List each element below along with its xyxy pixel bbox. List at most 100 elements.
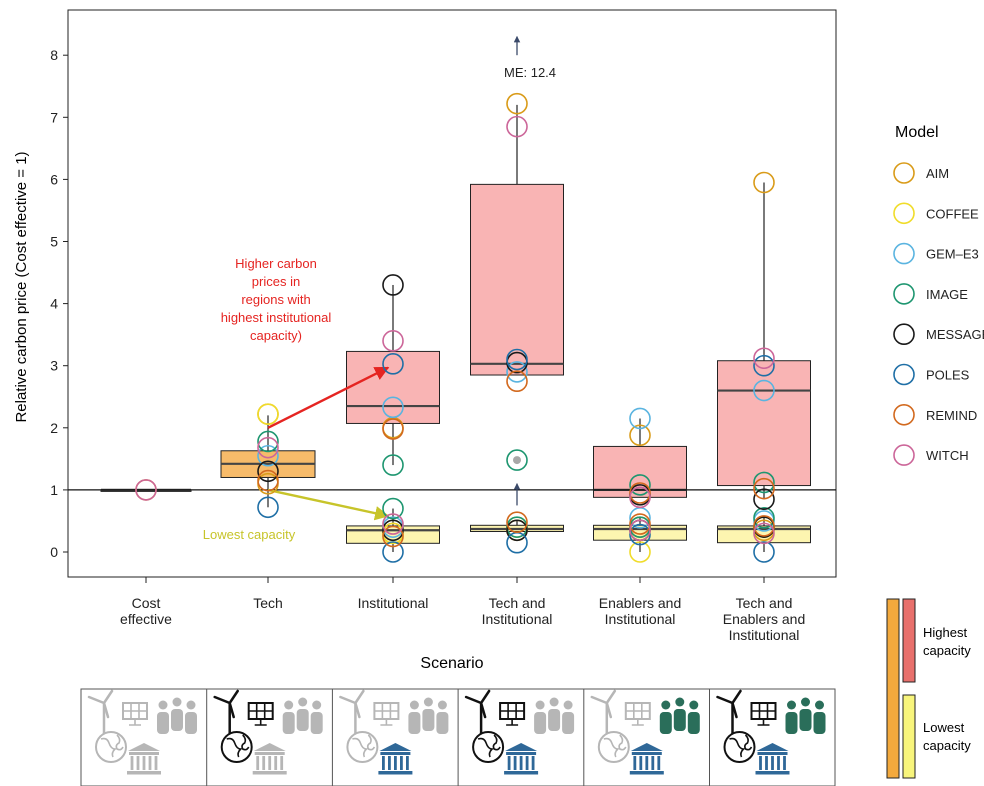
- column: [268, 756, 272, 770]
- legend-title: Model: [895, 124, 939, 141]
- model-point: [629, 474, 651, 496]
- panel-grid: [374, 703, 399, 726]
- model-point: [753, 379, 775, 402]
- wind-turbine-icon: [464, 689, 491, 735]
- annotation-line: highest institutional: [221, 310, 332, 325]
- model-point: [753, 488, 775, 511]
- y-tick-label: 0: [50, 544, 58, 560]
- model-point: [629, 513, 651, 535]
- column: [639, 756, 643, 770]
- model-point: [753, 477, 775, 500]
- x-tick-label: Institutional: [358, 595, 429, 611]
- legend-label: COFFEE: [926, 206, 979, 221]
- roof: [253, 743, 286, 751]
- person-head: [172, 697, 182, 707]
- column: [771, 756, 774, 770]
- scenario-icon-group: [590, 689, 700, 775]
- model-point: [753, 522, 775, 545]
- model-point: [629, 486, 651, 509]
- scenario-icon-group: [716, 689, 826, 775]
- model-point: [382, 418, 404, 440]
- capacity-highest-bar: [902, 598, 916, 683]
- y-tick-label: 8: [50, 47, 58, 63]
- person-head: [661, 700, 671, 710]
- scenario-icon-strip: [80, 688, 836, 786]
- column: [262, 756, 266, 770]
- legend-label: POLES: [926, 368, 970, 383]
- column: [513, 756, 517, 770]
- person-head: [158, 700, 168, 710]
- model-point: [753, 541, 775, 563]
- model-point: [753, 347, 775, 370]
- base: [378, 771, 413, 775]
- globe-continents: [100, 734, 124, 758]
- globe-continents: [477, 734, 501, 758]
- y-tick-label: 5: [50, 234, 58, 250]
- y-tick-label: 2: [50, 420, 58, 436]
- model-point: [506, 115, 528, 138]
- annotation-line: Higher carbon: [235, 256, 317, 271]
- model-point: [382, 513, 404, 535]
- model-point: [382, 525, 404, 548]
- column: [154, 756, 158, 770]
- y-tick-label: 3: [50, 358, 58, 374]
- x-axis-label: Scenario: [420, 655, 483, 672]
- annotation-me: ME: 12.4: [504, 65, 556, 80]
- base: [504, 771, 539, 775]
- column: [142, 756, 146, 770]
- model-point: [506, 511, 528, 533]
- turbine-blades: [87, 689, 114, 719]
- wind-turbine-icon: [590, 689, 617, 735]
- scenario-icon-group: [87, 689, 197, 775]
- annotation-line: capacity): [250, 328, 302, 343]
- x-tick-label: Tech and: [489, 595, 546, 611]
- architrave: [506, 752, 537, 755]
- capacity-highest-label: capacity: [923, 643, 971, 658]
- model-point: [257, 403, 279, 425]
- globe-icon: [346, 731, 379, 763]
- x-tick-label: effective: [120, 611, 172, 627]
- model-point: [382, 519, 404, 542]
- architrave: [757, 752, 788, 755]
- person-body: [282, 712, 295, 734]
- capacity-outer-bar: [886, 598, 900, 779]
- person-head: [787, 700, 796, 710]
- person-body: [408, 712, 421, 734]
- plot-frame: [67, 9, 837, 578]
- institution-icon: [252, 743, 287, 775]
- model-point: [257, 444, 279, 467]
- panel-grid: [500, 703, 525, 726]
- people-icon: [408, 697, 449, 734]
- person-head: [298, 697, 308, 707]
- column: [633, 756, 637, 770]
- model-point: [629, 519, 651, 542]
- institution-icon: [504, 743, 539, 775]
- legend-marker: [893, 363, 915, 386]
- y-tick-label: 7: [50, 109, 58, 125]
- model-point: [135, 479, 157, 501]
- person-body: [562, 712, 575, 734]
- inner-dot-marker: [513, 456, 521, 465]
- model-point: [629, 424, 651, 447]
- column: [519, 756, 523, 770]
- person-head: [186, 700, 196, 710]
- globe-continents: [226, 734, 250, 758]
- box-body: [717, 360, 811, 487]
- column: [657, 756, 661, 770]
- turbine-blades: [213, 689, 239, 719]
- model-point: [506, 531, 528, 554]
- wind-turbine-icon: [339, 689, 365, 735]
- person-body: [157, 712, 169, 734]
- model-legend: Model AIM COFFEE GEM–E3 IMAGE MESSAGE POLES RE…: [893, 124, 984, 466]
- person-body: [296, 709, 309, 731]
- y-tick-label: 4: [50, 296, 58, 312]
- people-icon: [282, 697, 323, 734]
- person-head: [409, 700, 419, 710]
- people-icon: [534, 697, 575, 734]
- y-tick-label: 1: [50, 482, 58, 498]
- x-tick-label: Enablers and: [723, 611, 806, 627]
- model-point: [257, 430, 279, 453]
- column: [645, 756, 649, 770]
- capacity-highest-label: Highest: [923, 625, 967, 640]
- column: [256, 756, 260, 770]
